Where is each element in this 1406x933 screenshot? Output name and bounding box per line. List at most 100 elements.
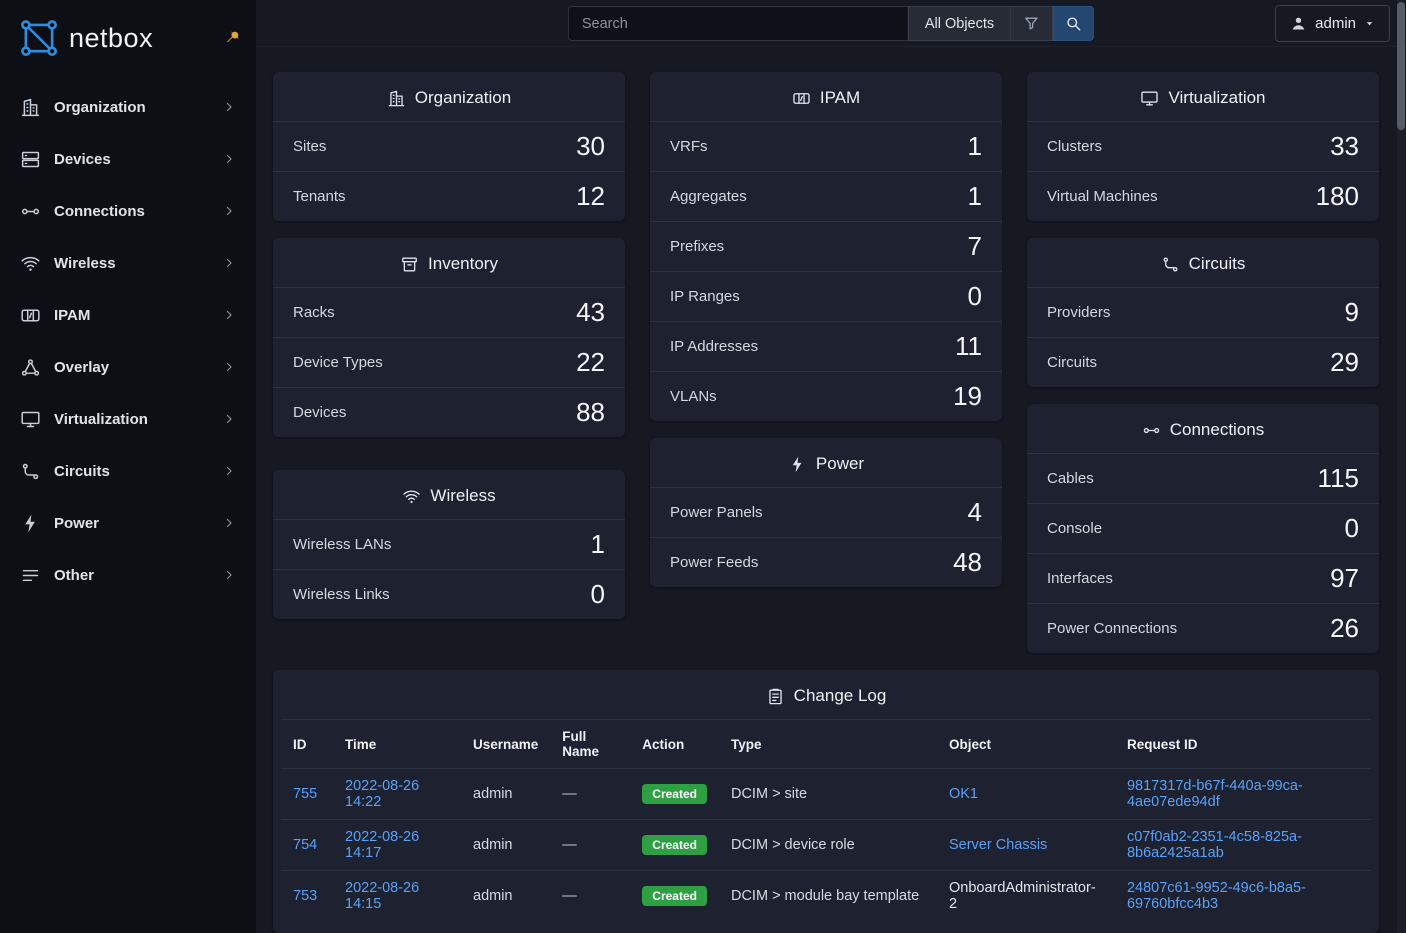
change-fullname: — bbox=[562, 786, 577, 802]
stat-label-link[interactable]: Providers bbox=[1047, 304, 1111, 321]
user-menu[interactable]: admin bbox=[1275, 5, 1390, 42]
stat-value-link[interactable]: 1 bbox=[967, 131, 982, 161]
stat-label-link[interactable]: Clusters bbox=[1047, 138, 1103, 155]
stat-value-link[interactable]: 7 bbox=[967, 231, 982, 261]
ipam-card: IPAM VRFs 1 Aggregates 1 Prefi bbox=[650, 72, 1002, 421]
stat-label-link[interactable]: Wireless Links bbox=[293, 586, 390, 603]
stat-label-link[interactable]: Aggregates bbox=[670, 188, 747, 205]
stat-row: VLANs 19 bbox=[650, 371, 1002, 421]
sidebar-item-other[interactable]: Other bbox=[8, 549, 248, 601]
stat-label-link[interactable]: Sites bbox=[293, 138, 327, 155]
sidebar-item-overlay[interactable]: Overlay bbox=[8, 341, 248, 393]
chevron-right-icon bbox=[222, 516, 236, 530]
search-icon bbox=[1065, 15, 1082, 32]
stat-value-link[interactable]: 0 bbox=[590, 579, 605, 609]
stat-label-link[interactable]: Power Connections bbox=[1047, 620, 1178, 637]
stat-label-link[interactable]: IP Addresses bbox=[670, 338, 759, 355]
stat-label-link[interactable]: IP Ranges bbox=[670, 288, 740, 305]
stat-row: Providers 9 bbox=[1027, 287, 1379, 337]
chevron-right-icon bbox=[222, 204, 236, 218]
search-button[interactable] bbox=[1053, 6, 1095, 41]
wifi-icon bbox=[20, 253, 41, 274]
stat-label-link[interactable]: Virtual Machines bbox=[1047, 188, 1158, 205]
stat-value-link[interactable]: 26 bbox=[1330, 613, 1359, 643]
chevron-right-icon bbox=[222, 152, 236, 166]
connections-card: Connections Cables 115 Console 0 bbox=[1027, 404, 1379, 653]
stat-value-link[interactable]: 30 bbox=[576, 131, 605, 161]
pin-icon[interactable] bbox=[224, 28, 242, 46]
sidebar-item-circuits[interactable]: Circuits bbox=[8, 445, 248, 497]
filter-button[interactable] bbox=[1011, 6, 1054, 41]
sidebar-item-wireless[interactable]: Wireless bbox=[8, 237, 248, 289]
stat-row: Tenants 12 bbox=[273, 171, 625, 221]
chevron-right-icon bbox=[222, 412, 236, 426]
search-input[interactable] bbox=[567, 6, 908, 41]
stat-value-link[interactable]: 180 bbox=[1315, 181, 1359, 211]
sidebar-item-power[interactable]: Power bbox=[8, 497, 248, 549]
stat-value-link[interactable]: 43 bbox=[576, 297, 605, 327]
global-search: All Objects bbox=[567, 6, 1095, 41]
stat-label-link[interactable]: VRFs bbox=[670, 138, 708, 155]
change-time-link[interactable]: 2022-08-26 14:15 bbox=[345, 880, 420, 912]
stat-value-link[interactable]: 1 bbox=[967, 181, 982, 211]
stat-label-link[interactable]: Racks bbox=[293, 304, 335, 321]
stat-value-link[interactable]: 0 bbox=[967, 281, 982, 311]
stat-value-link[interactable]: 0 bbox=[1344, 513, 1359, 543]
stat-value-link[interactable]: 88 bbox=[576, 397, 605, 427]
scrollbar[interactable] bbox=[1397, 0, 1405, 933]
stat-value-link[interactable]: 115 bbox=[1317, 463, 1359, 493]
counter-icon bbox=[792, 89, 811, 108]
stat-value-link[interactable]: 12 bbox=[576, 181, 605, 211]
circuit-icon bbox=[1161, 255, 1180, 274]
stat-row: Prefixes 7 bbox=[650, 221, 1002, 271]
stat-label-link[interactable]: Interfaces bbox=[1047, 570, 1113, 587]
stat-label-link[interactable]: Power Feeds bbox=[670, 554, 759, 571]
change-time-link[interactable]: 2022-08-26 14:22 bbox=[345, 778, 420, 810]
change-id-link[interactable]: 753 bbox=[293, 888, 318, 904]
sidebar-item-ipam[interactable]: IPAM bbox=[8, 289, 248, 341]
stat-value-link[interactable]: 4 bbox=[967, 497, 982, 527]
stat-value-link[interactable]: 19 bbox=[953, 381, 982, 411]
stat-row: Power Connections 26 bbox=[1027, 603, 1379, 653]
stat-label-link[interactable]: Console bbox=[1047, 520, 1103, 537]
stat-label-link[interactable]: Devices bbox=[293, 404, 347, 421]
stat-label-link[interactable]: Prefixes bbox=[670, 238, 725, 255]
stat-value-link[interactable]: 22 bbox=[576, 347, 605, 377]
stat-label-link[interactable]: Power Panels bbox=[670, 504, 763, 521]
stat-value-link[interactable]: 9 bbox=[1344, 297, 1359, 327]
sidebar-item-connections[interactable]: Connections bbox=[8, 185, 248, 237]
circuit-icon bbox=[20, 461, 41, 482]
change-time-link[interactable]: 2022-08-26 14:17 bbox=[345, 829, 420, 861]
stat-label-link[interactable]: Wireless LANs bbox=[293, 536, 392, 553]
request-id-link[interactable]: 9817317d-b67f-440a-99ca-4ae07ede94df bbox=[1126, 778, 1303, 810]
stat-label-link[interactable]: Tenants bbox=[293, 188, 346, 205]
stat-label-link[interactable]: Cables bbox=[1047, 470, 1094, 487]
request-id-link[interactable]: 24807c61-9952-49c6-b8a5-69760bfcc4b3 bbox=[1126, 880, 1306, 912]
change-object-link[interactable]: Server Chassis bbox=[948, 837, 1048, 853]
stat-label-link[interactable]: VLANs bbox=[670, 388, 717, 405]
brand-logo[interactable]: netbox bbox=[0, 0, 256, 71]
stat-value-link[interactable]: 33 bbox=[1330, 131, 1359, 161]
stat-row: Device Types 22 bbox=[273, 337, 625, 387]
organization-card: Organization Sites 30 Tenants 12 bbox=[273, 72, 625, 221]
stat-value-link[interactable]: 1 bbox=[590, 529, 605, 559]
stat-value-link[interactable]: 11 bbox=[955, 331, 982, 361]
change-id-link[interactable]: 754 bbox=[293, 837, 318, 853]
stat-value-link[interactable]: 29 bbox=[1330, 347, 1359, 377]
stat-value-link[interactable]: 97 bbox=[1330, 563, 1359, 593]
scrollbar-thumb[interactable] bbox=[1397, 2, 1405, 130]
stat-label-link[interactable]: Device Types bbox=[293, 354, 383, 371]
sidebar-item-organization[interactable]: Organization bbox=[8, 81, 248, 133]
stat-label-link[interactable]: Circuits bbox=[1047, 354, 1098, 371]
stat-row: Sites 30 bbox=[273, 121, 625, 171]
change-id-link[interactable]: 755 bbox=[293, 786, 318, 802]
change-object-link[interactable]: OK1 bbox=[948, 786, 978, 802]
chevron-right-icon bbox=[222, 568, 236, 582]
request-id-link[interactable]: c07f0ab2-2351-4c58-825a-8b6a2425a1ab bbox=[1126, 829, 1302, 861]
chevron-right-icon bbox=[222, 100, 236, 114]
sidebar-item-virtualization[interactable]: Virtualization bbox=[8, 393, 248, 445]
stat-value-link[interactable]: 48 bbox=[953, 547, 982, 577]
stat-row: Console 0 bbox=[1027, 503, 1379, 553]
sidebar-item-devices[interactable]: Devices bbox=[8, 133, 248, 185]
object-type-dropdown[interactable]: All Objects bbox=[907, 6, 1012, 41]
